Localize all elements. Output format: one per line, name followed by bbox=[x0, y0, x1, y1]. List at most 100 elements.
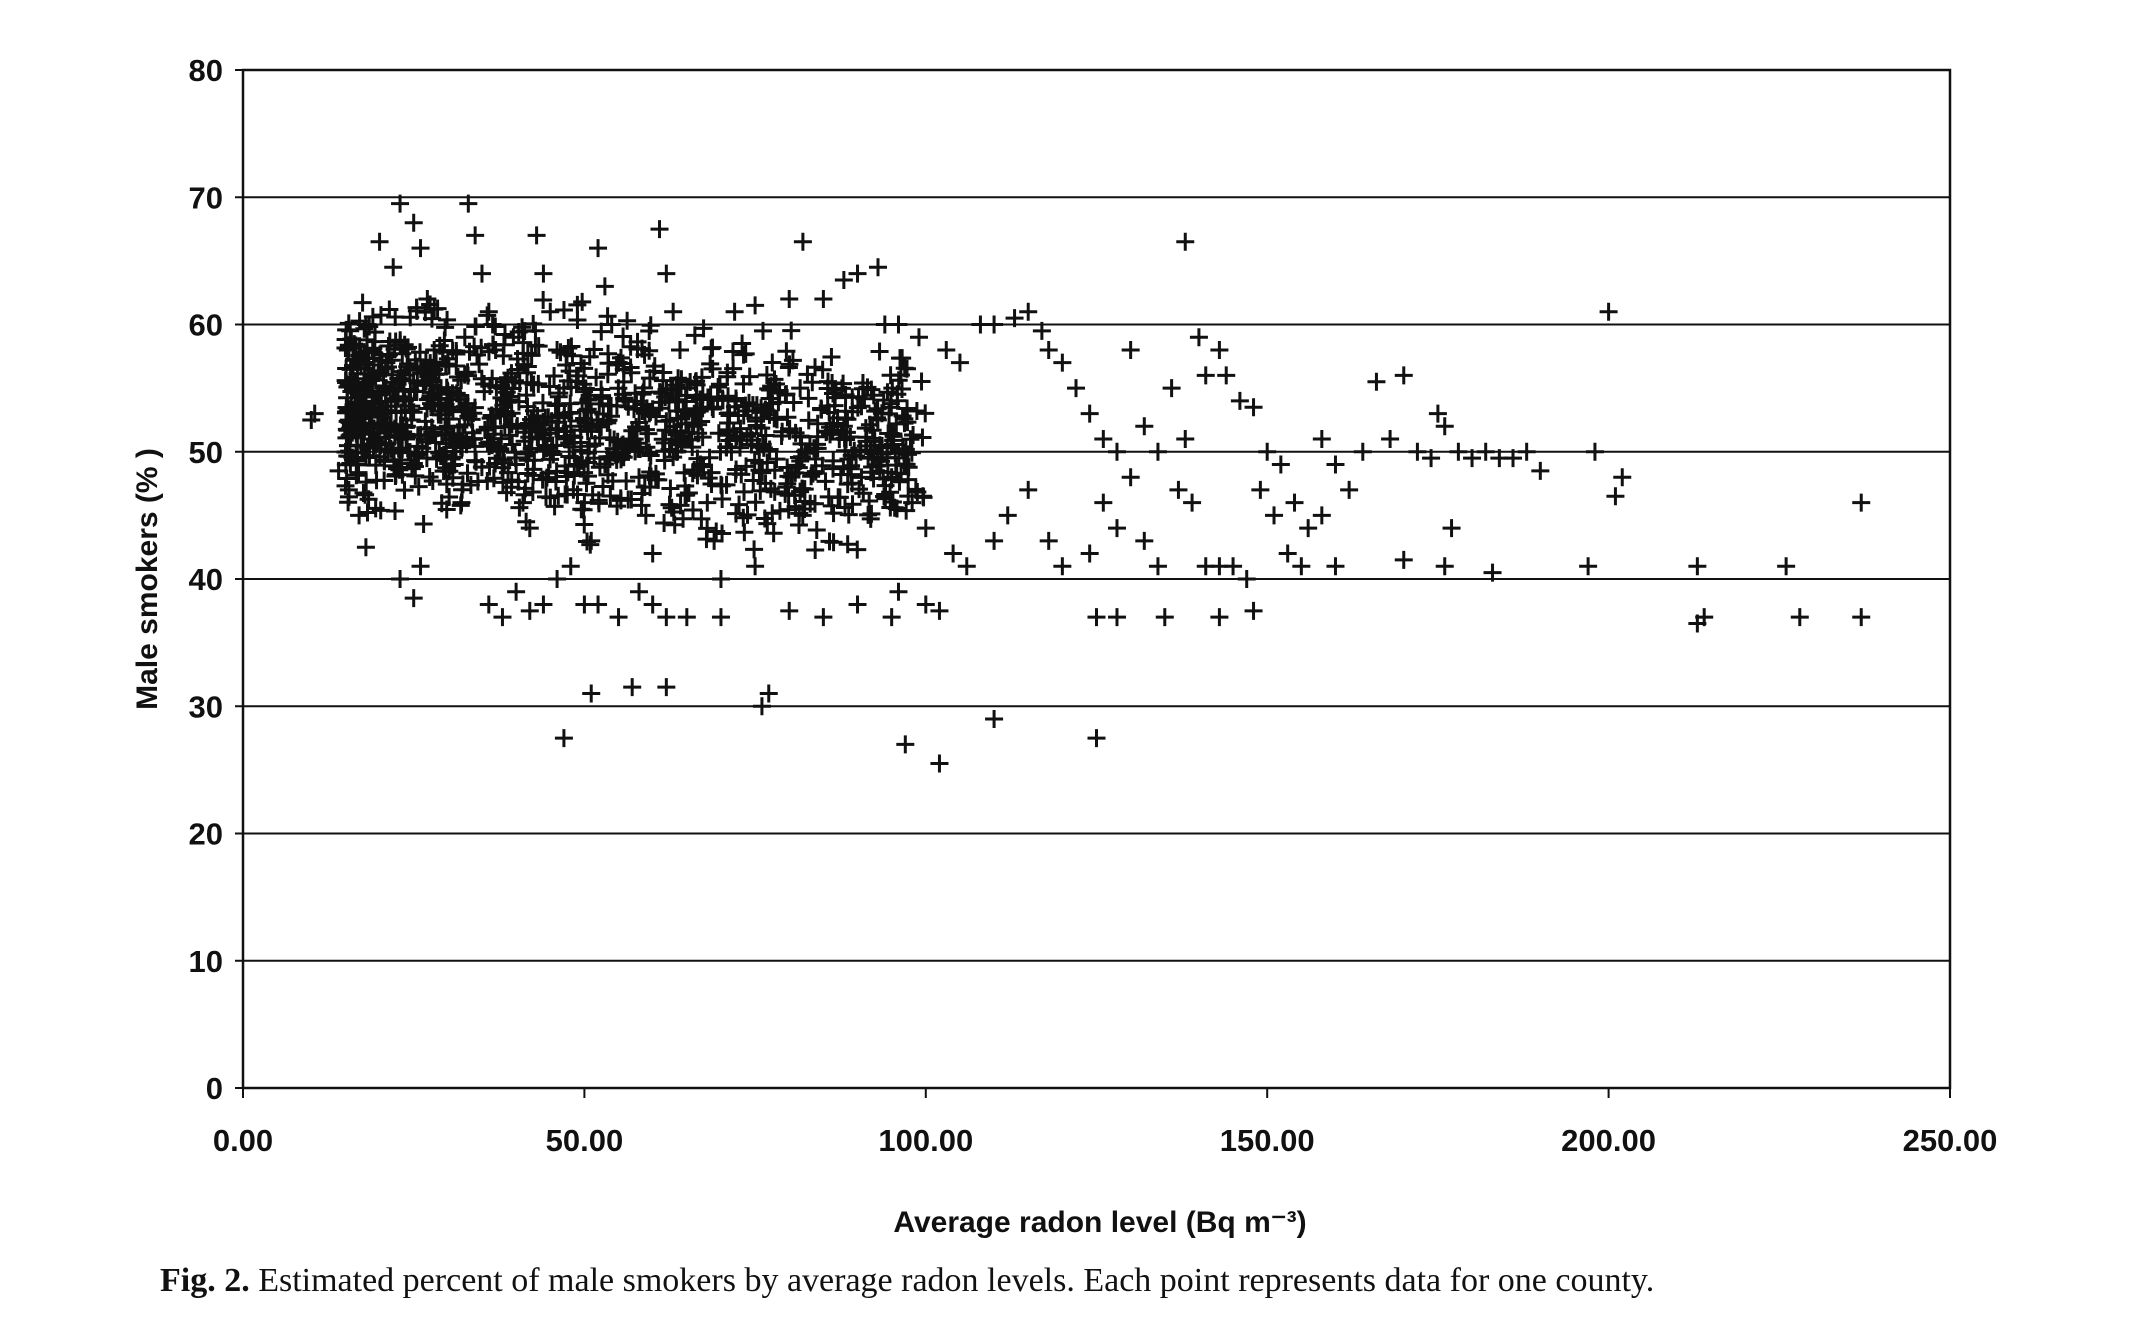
data-point bbox=[455, 415, 474, 434]
data-point bbox=[1504, 449, 1523, 468]
data-point bbox=[628, 340, 647, 359]
data-point bbox=[515, 485, 534, 504]
data-point bbox=[527, 421, 546, 440]
data-point bbox=[1183, 493, 1202, 512]
data-point bbox=[580, 437, 599, 456]
data-point bbox=[395, 335, 414, 354]
data-point bbox=[782, 321, 801, 340]
data-point bbox=[479, 302, 498, 321]
data-point bbox=[957, 557, 976, 576]
data-point bbox=[1087, 729, 1106, 748]
data-point bbox=[758, 514, 777, 533]
data-point bbox=[338, 341, 357, 360]
data-point bbox=[778, 408, 797, 427]
data-point bbox=[523, 483, 542, 502]
data-point bbox=[717, 437, 736, 456]
data-point bbox=[482, 406, 501, 425]
data-point bbox=[767, 450, 786, 469]
data-point bbox=[524, 375, 543, 394]
data-point bbox=[636, 506, 655, 525]
data-point bbox=[1107, 519, 1126, 538]
data-point bbox=[813, 360, 832, 379]
data-point bbox=[814, 608, 833, 627]
data-point bbox=[548, 340, 567, 359]
data-point bbox=[723, 342, 742, 361]
data-point bbox=[1265, 506, 1284, 525]
data-point bbox=[1613, 468, 1632, 487]
data-point bbox=[838, 535, 857, 554]
data-point bbox=[1224, 557, 1243, 576]
x-tick-label: 250.00 bbox=[1903, 1123, 1998, 1158]
data-point bbox=[582, 419, 601, 438]
data-point bbox=[679, 484, 698, 503]
data-point bbox=[391, 194, 410, 213]
data-point bbox=[803, 373, 822, 392]
data-point bbox=[568, 310, 587, 329]
data-point bbox=[1531, 461, 1550, 480]
data-point bbox=[750, 461, 769, 480]
y-tick-label: 60 bbox=[189, 308, 223, 343]
data-point bbox=[423, 472, 442, 491]
data-point bbox=[1189, 328, 1208, 347]
data-point bbox=[861, 509, 880, 528]
data-point bbox=[668, 409, 687, 428]
data-point bbox=[437, 434, 456, 453]
data-point bbox=[746, 296, 765, 315]
data-point bbox=[1019, 302, 1038, 321]
data-point bbox=[1039, 531, 1058, 550]
data-point bbox=[852, 397, 871, 416]
data-point bbox=[998, 506, 1017, 525]
data-point bbox=[655, 451, 674, 470]
data-point bbox=[898, 399, 917, 418]
data-point bbox=[684, 501, 703, 520]
data-point bbox=[1148, 442, 1167, 461]
data-point bbox=[425, 300, 444, 319]
data-point bbox=[642, 467, 661, 486]
data-point bbox=[860, 492, 879, 511]
data-point bbox=[486, 317, 505, 336]
data-point bbox=[411, 239, 430, 258]
data-point bbox=[662, 498, 681, 517]
data-point bbox=[657, 608, 676, 627]
data-point bbox=[1210, 340, 1229, 359]
data-point bbox=[395, 481, 414, 500]
data-point bbox=[442, 449, 461, 468]
data-point bbox=[357, 473, 376, 492]
data-point bbox=[916, 595, 935, 614]
data-point bbox=[438, 381, 457, 400]
data-point bbox=[1394, 366, 1413, 385]
data-point bbox=[864, 469, 883, 488]
data-point bbox=[548, 570, 567, 588]
data-point bbox=[630, 582, 649, 601]
data-point bbox=[1292, 557, 1311, 576]
data-point bbox=[1312, 506, 1331, 525]
data-point bbox=[878, 448, 897, 467]
data-point bbox=[545, 497, 564, 516]
data-point bbox=[549, 395, 568, 414]
data-point bbox=[751, 481, 770, 500]
data-point bbox=[599, 354, 618, 373]
data-point bbox=[554, 729, 573, 748]
data-point bbox=[1032, 321, 1051, 340]
data-point bbox=[404, 589, 423, 608]
data-point bbox=[930, 754, 949, 773]
data-point bbox=[912, 372, 931, 391]
data-point bbox=[1852, 493, 1871, 512]
data-point bbox=[726, 504, 745, 523]
data-point bbox=[822, 347, 841, 366]
data-point bbox=[522, 373, 541, 392]
data-point bbox=[848, 595, 867, 614]
data-point bbox=[1053, 557, 1072, 576]
data-point bbox=[470, 355, 489, 374]
data-point bbox=[726, 464, 745, 483]
data-point bbox=[803, 464, 822, 483]
data-point bbox=[1852, 608, 1871, 627]
data-point bbox=[753, 435, 772, 454]
data-point bbox=[598, 465, 617, 484]
data-point bbox=[870, 342, 889, 361]
data-point bbox=[589, 595, 608, 614]
data-point bbox=[1169, 480, 1188, 499]
data-point bbox=[1087, 608, 1106, 627]
data-point bbox=[408, 426, 427, 445]
